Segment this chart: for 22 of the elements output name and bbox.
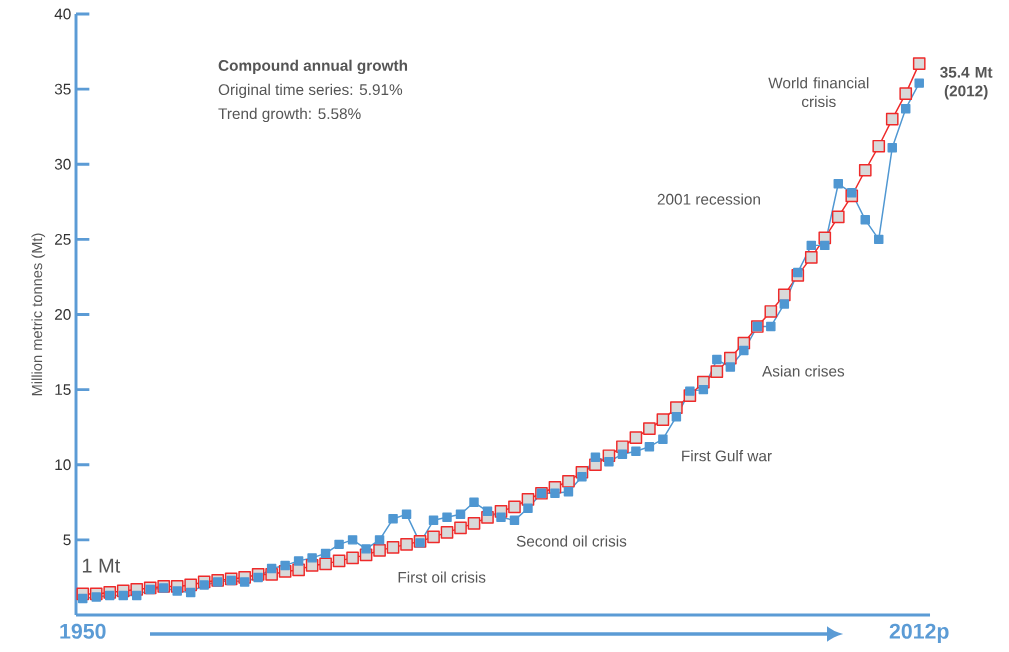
annotation: Trend growth: 5.58% <box>218 107 361 123</box>
annotation: Second oil crisis <box>516 535 627 547</box>
annotation: Asian crises <box>762 365 845 377</box>
y-tick-label: 15 <box>55 384 71 395</box>
y-axis-title: Million metric tonnes (Mt) <box>31 233 46 396</box>
annotation: Compound annual growth <box>218 59 408 75</box>
annotation: 1 Mt <box>82 558 121 573</box>
y-tick-label: 30 <box>54 158 71 170</box>
x-tick-label: 2012p <box>889 623 949 644</box>
y-tick-label: 35 <box>54 83 71 95</box>
annotation: World financial crisis <box>768 77 869 108</box>
y-tick-label: 25 <box>55 233 71 245</box>
y-tick-label: 20 <box>55 309 71 320</box>
annotation: Original time series: 5.91% <box>218 83 403 99</box>
y-tick-label: 40 <box>54 8 71 20</box>
y-tick-label: 5 <box>63 534 71 546</box>
annotation: 35.4 Mt (2012) <box>940 66 993 100</box>
annotation: First oil crisis <box>398 571 486 583</box>
annotation: First Gulf war <box>682 450 772 462</box>
x-tick-label: 1950 <box>60 623 106 639</box>
y-tick-label: 10 <box>55 459 71 471</box>
annotation: 2001 recession <box>657 193 760 205</box>
